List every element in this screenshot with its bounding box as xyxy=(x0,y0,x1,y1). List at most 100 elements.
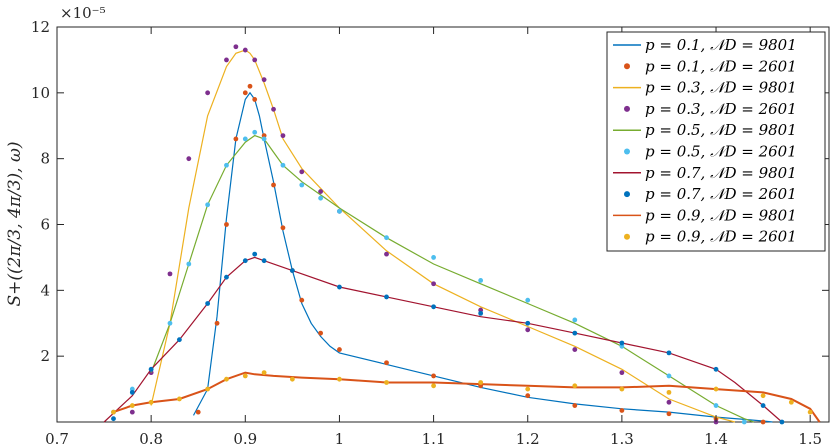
series-7-point-11 xyxy=(384,294,389,300)
legend-swatch-3 xyxy=(624,105,630,112)
series-7-point-18 xyxy=(713,366,719,372)
series-9-point-0 xyxy=(111,409,116,415)
legend-label-8: p = 0.9, 𝒩D = 9801 xyxy=(645,206,797,224)
legend-label-3: p = 0.3, 𝒩D = 2601 xyxy=(645,100,797,118)
series-5-point-1 xyxy=(129,386,135,392)
y-tick-label-2: 6 xyxy=(40,216,50,234)
series-1-point-18 xyxy=(572,403,578,408)
y-axis-label: S+((2π/3, 4π/3), ω) xyxy=(5,142,25,307)
series-5-point-20 xyxy=(666,373,672,379)
series-5-point-6 xyxy=(224,162,229,168)
legend-label-1: p = 0.1, 𝒩D = 2601 xyxy=(645,57,797,75)
series-7-point-14 xyxy=(525,320,531,326)
legend-label-0: p = 0.1, 𝒩D = 9801 xyxy=(645,36,797,54)
legend-label-4: p = 0.5, 𝒩D = 9801 xyxy=(645,121,797,139)
legend-label-6: p = 0.7, 𝒩D = 9801 xyxy=(645,164,797,182)
series-5-point-4 xyxy=(186,261,192,267)
series-1-point-15 xyxy=(431,373,436,379)
x-tick-label-8: 1.5 xyxy=(798,430,822,448)
series-7-point-12 xyxy=(431,304,436,310)
series-5-point-5 xyxy=(205,202,211,208)
legend-swatch-7 xyxy=(624,191,630,198)
series-7-point-1 xyxy=(129,389,135,395)
series-3-point-10 xyxy=(271,106,276,112)
series-9-point-18 xyxy=(760,393,766,399)
series-3-point-8 xyxy=(252,57,258,63)
series-1-point-17 xyxy=(525,393,531,399)
legend-label-2: p = 0.3, 𝒩D = 9801 xyxy=(645,79,797,97)
series-3-point-6 xyxy=(233,44,239,50)
x-tick-label-2: 0.9 xyxy=(233,430,257,448)
series-9-point-14 xyxy=(572,383,578,389)
y-tick-label-0: 2 xyxy=(40,347,50,365)
series-9-point-2 xyxy=(148,399,154,405)
series-5-point-22 xyxy=(741,419,747,425)
series-5-point-12 xyxy=(318,195,324,201)
series-7-point-2 xyxy=(148,366,154,372)
series-7-point-8 xyxy=(261,258,267,264)
series-5-point-10 xyxy=(280,162,286,168)
x-tick-label-4: 1.1 xyxy=(422,430,446,448)
series-1-point-5 xyxy=(247,83,253,89)
series-9-point-9 xyxy=(337,376,342,382)
series-5-point-21 xyxy=(713,403,719,408)
series-5-point-8 xyxy=(252,129,258,135)
y-tick-label-4: 10 xyxy=(31,84,50,102)
series-1-point-2 xyxy=(224,222,229,227)
series-3-point-9 xyxy=(261,77,267,83)
legend-swatch-5 xyxy=(624,148,630,155)
series-5-point-11 xyxy=(299,182,305,188)
series-3-point-5 xyxy=(224,57,229,63)
series-7-point-20 xyxy=(779,419,785,425)
series-5-point-18 xyxy=(572,317,578,323)
x-tick-label-1: 0.8 xyxy=(139,430,163,448)
legend-swatch-9 xyxy=(624,233,630,240)
series-7-point-3 xyxy=(176,337,182,343)
series-1-point-14 xyxy=(384,360,389,366)
series-3-point-11 xyxy=(280,133,286,139)
series-layer xyxy=(103,44,821,425)
series-1-point-0 xyxy=(195,409,201,415)
series-1-point-20 xyxy=(666,411,672,417)
series-5-point-15 xyxy=(431,255,436,260)
series-9-point-4 xyxy=(205,386,211,392)
x-tick-label-7: 1.4 xyxy=(704,430,728,448)
series-line-2 xyxy=(150,49,736,423)
series-3-point-4 xyxy=(205,90,211,96)
series-9-point-6 xyxy=(242,373,248,379)
series-5-point-13 xyxy=(337,208,342,214)
series-1-point-9 xyxy=(280,225,286,231)
legend-label-7: p = 0.7, 𝒩D = 2601 xyxy=(645,185,797,203)
legend: p = 0.1, 𝒩D = 9801 p = 0.1, 𝒩D = 2601 p = … xyxy=(606,31,826,252)
x-tick-label-5: 1.2 xyxy=(516,430,540,448)
series-1-point-19 xyxy=(619,408,625,413)
series-line-4 xyxy=(150,134,754,423)
series-7-point-10 xyxy=(337,284,342,290)
series-1-point-8 xyxy=(271,182,276,188)
x-tick-label-0: 0.7 xyxy=(45,430,69,448)
series-7-point-4 xyxy=(205,301,211,306)
legend-box xyxy=(606,31,826,252)
series-3-point-0 xyxy=(129,409,135,415)
series-1-point-13 xyxy=(337,347,342,352)
series-1-point-11 xyxy=(299,297,305,303)
series-9-point-17 xyxy=(713,386,719,392)
series-1-point-12 xyxy=(318,330,324,336)
series-7-point-15 xyxy=(572,330,578,336)
series-9-point-8 xyxy=(289,376,295,382)
series-7-point-0 xyxy=(111,416,116,422)
series-5-point-16 xyxy=(478,278,484,283)
series-9-point-7 xyxy=(261,370,267,376)
series-5-point-19 xyxy=(619,343,625,349)
series-5-point-3 xyxy=(167,320,173,326)
series-3-point-19 xyxy=(572,347,578,352)
series-9-point-12 xyxy=(478,380,484,385)
y-tick-label-1: 4 xyxy=(40,281,50,299)
series-3-point-21 xyxy=(666,399,672,405)
legend-label-5: p = 0.5, 𝒩D = 2601 xyxy=(645,143,797,161)
series-7-point-17 xyxy=(666,350,672,356)
series-7-point-5 xyxy=(224,274,229,280)
legend-swatch-1 xyxy=(624,63,630,70)
axis-ticks: 0.7 0.8 0.9 1 1.1 1.2 1.3 1.4 1.5 2 4 6 8 10 12 xyxy=(31,18,829,448)
